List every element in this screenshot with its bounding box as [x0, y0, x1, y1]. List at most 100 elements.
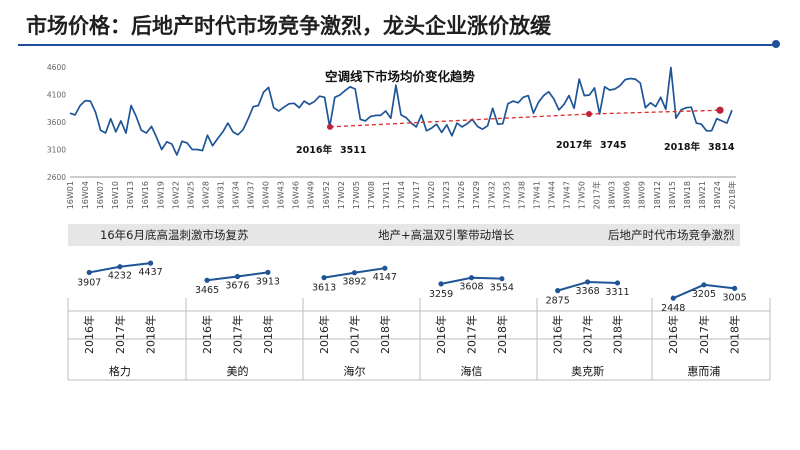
brand-year-label: 2017年: [697, 315, 711, 354]
brand-value-label: 3368: [576, 286, 600, 297]
x-tick-label: 18W15: [668, 181, 677, 209]
brand-year-label: 2018年: [611, 315, 625, 354]
brand-value-label: 4147: [373, 272, 397, 283]
trend-point: [327, 123, 333, 130]
trend-point-year: 2017年: [556, 139, 592, 151]
trend-point-value: 3814: [708, 142, 735, 153]
brand-line: [323, 267, 386, 279]
brand-point: [265, 269, 271, 275]
x-tick-label: 16W16: [141, 181, 150, 209]
brand-year-label: 2016年: [551, 315, 565, 354]
x-tick-label: 17W14: [397, 181, 406, 209]
brand-name: 惠而浦: [687, 364, 720, 378]
brand-value-label: 3005: [723, 292, 747, 303]
brand-value-label: 2875: [546, 296, 570, 307]
brand-year-label: 2017年: [347, 315, 361, 354]
brand-value-label: 3608: [459, 282, 483, 293]
brand-value-label: 3465: [195, 285, 219, 296]
x-tick-label: 2017年: [592, 181, 602, 209]
brand-year-label: 2018年: [495, 315, 509, 354]
y-tick-label: 4600: [47, 63, 66, 72]
brand-value-label: 3892: [342, 277, 366, 288]
brand-line: [672, 283, 735, 300]
period-label-2018: 后地产时代市场竞争激烈: [608, 228, 735, 242]
brand-line: [440, 276, 502, 285]
x-tick-label: 17W02: [337, 181, 346, 209]
brand-point: [585, 279, 591, 285]
brand-point: [321, 275, 327, 281]
x-tick-label: 2018年: [727, 181, 737, 209]
brand-year-label: 2016年: [200, 315, 214, 354]
brand-point: [701, 282, 707, 288]
brand-name: 海尔: [343, 364, 365, 378]
x-tick-label: 18W24: [713, 181, 722, 209]
brand-name: 格力: [109, 364, 131, 378]
trend-point-value: 3511: [340, 145, 366, 156]
x-tick-label: 16W31: [216, 181, 225, 209]
brand-value-label: 4437: [139, 267, 163, 278]
brand-value-label: 3613: [312, 283, 336, 294]
brand-value-label: 4232: [108, 271, 132, 282]
brand-year-label: 2017年: [581, 315, 595, 354]
brand-value-label: 2448: [661, 303, 685, 314]
y-tick-label: 4100: [47, 91, 66, 100]
x-tick-label: 16W52: [322, 181, 331, 209]
trend-point-year: 2018年: [664, 141, 700, 153]
x-tick-label: 16W19: [156, 181, 165, 209]
brand-point: [148, 260, 154, 266]
x-tick-label: 16W46: [292, 181, 301, 209]
x-tick-label: 16W34: [232, 181, 241, 209]
x-tick-label: 17W23: [442, 181, 451, 209]
x-tick-label: 16W40: [262, 181, 271, 209]
trend-line: [329, 109, 721, 128]
x-tick-label: 18W18: [683, 181, 692, 209]
y-tick-label: 2600: [47, 173, 66, 182]
period-annotation-band: 16年6月底高温刺激市场复苏 地产+高温双引擎带动增长 后地产时代市场竞争激烈: [68, 224, 740, 246]
x-tick-label: 17W47: [563, 181, 572, 209]
x-tick-label: 17W05: [352, 181, 361, 209]
x-tick-label: 16W01: [66, 181, 75, 209]
x-tick-label: 17W17: [412, 181, 421, 209]
x-tick-label: 18W12: [653, 181, 662, 209]
brand-value-label: 3259: [429, 289, 453, 300]
brand-value-label: 3907: [77, 277, 101, 288]
trend-point-year: 2016年: [296, 144, 332, 156]
brand-point: [204, 277, 210, 283]
brand-year-label: 2018年: [261, 315, 275, 354]
x-tick-label: 16W22: [171, 181, 180, 209]
brand-point: [234, 273, 241, 280]
x-tick-label: 17W29: [472, 181, 481, 209]
brand-value-label: 3554: [490, 283, 514, 294]
trend-point: [586, 111, 592, 118]
x-tick-label: 16W43: [277, 181, 286, 209]
brand-point: [117, 264, 123, 270]
y-tick-label: 3600: [47, 118, 66, 127]
brand-point: [86, 269, 92, 276]
brand-point: [351, 270, 358, 276]
brand-point: [732, 285, 738, 291]
period-label-2016: 16年6月底高温刺激市场复苏: [100, 228, 249, 242]
brand-year-label: 2017年: [113, 315, 127, 354]
brand-value-label: 3676: [225, 281, 249, 292]
brand-year-label: 2017年: [464, 315, 478, 354]
brand-value-label: 3311: [605, 287, 629, 298]
price-trend-chart: 2600 3100 3600 4100 4600 16W01 16W04 16W07 16W10…: [47, 63, 737, 209]
title-underline: [18, 44, 778, 46]
brand-point: [382, 265, 388, 271]
x-tick-label: 16W25: [186, 181, 195, 209]
brand-year-label: 2016年: [317, 315, 331, 354]
x-tick-label: 16W13: [126, 181, 135, 209]
page-title: 市场价格：后地产时代市场竞争激烈，龙头企业涨价放缓: [26, 14, 551, 38]
x-tick-label: 17W38: [517, 181, 526, 209]
trend-point: [716, 106, 724, 114]
y-tick-label: 3100: [47, 146, 66, 155]
x-tick-label: 17W41: [532, 181, 541, 209]
brand-point: [468, 275, 475, 281]
chart-title: 空调线下市场均价变化趋势: [325, 69, 476, 84]
x-tick-label: 18W06: [623, 181, 632, 209]
brand-year-label: 2016年: [434, 315, 448, 354]
x-tick-label: 16W28: [201, 181, 210, 209]
x-tick-label: 17W50: [578, 181, 587, 209]
brand-year-label: 2016年: [666, 315, 680, 354]
brand-year-label: 2018年: [728, 315, 742, 354]
